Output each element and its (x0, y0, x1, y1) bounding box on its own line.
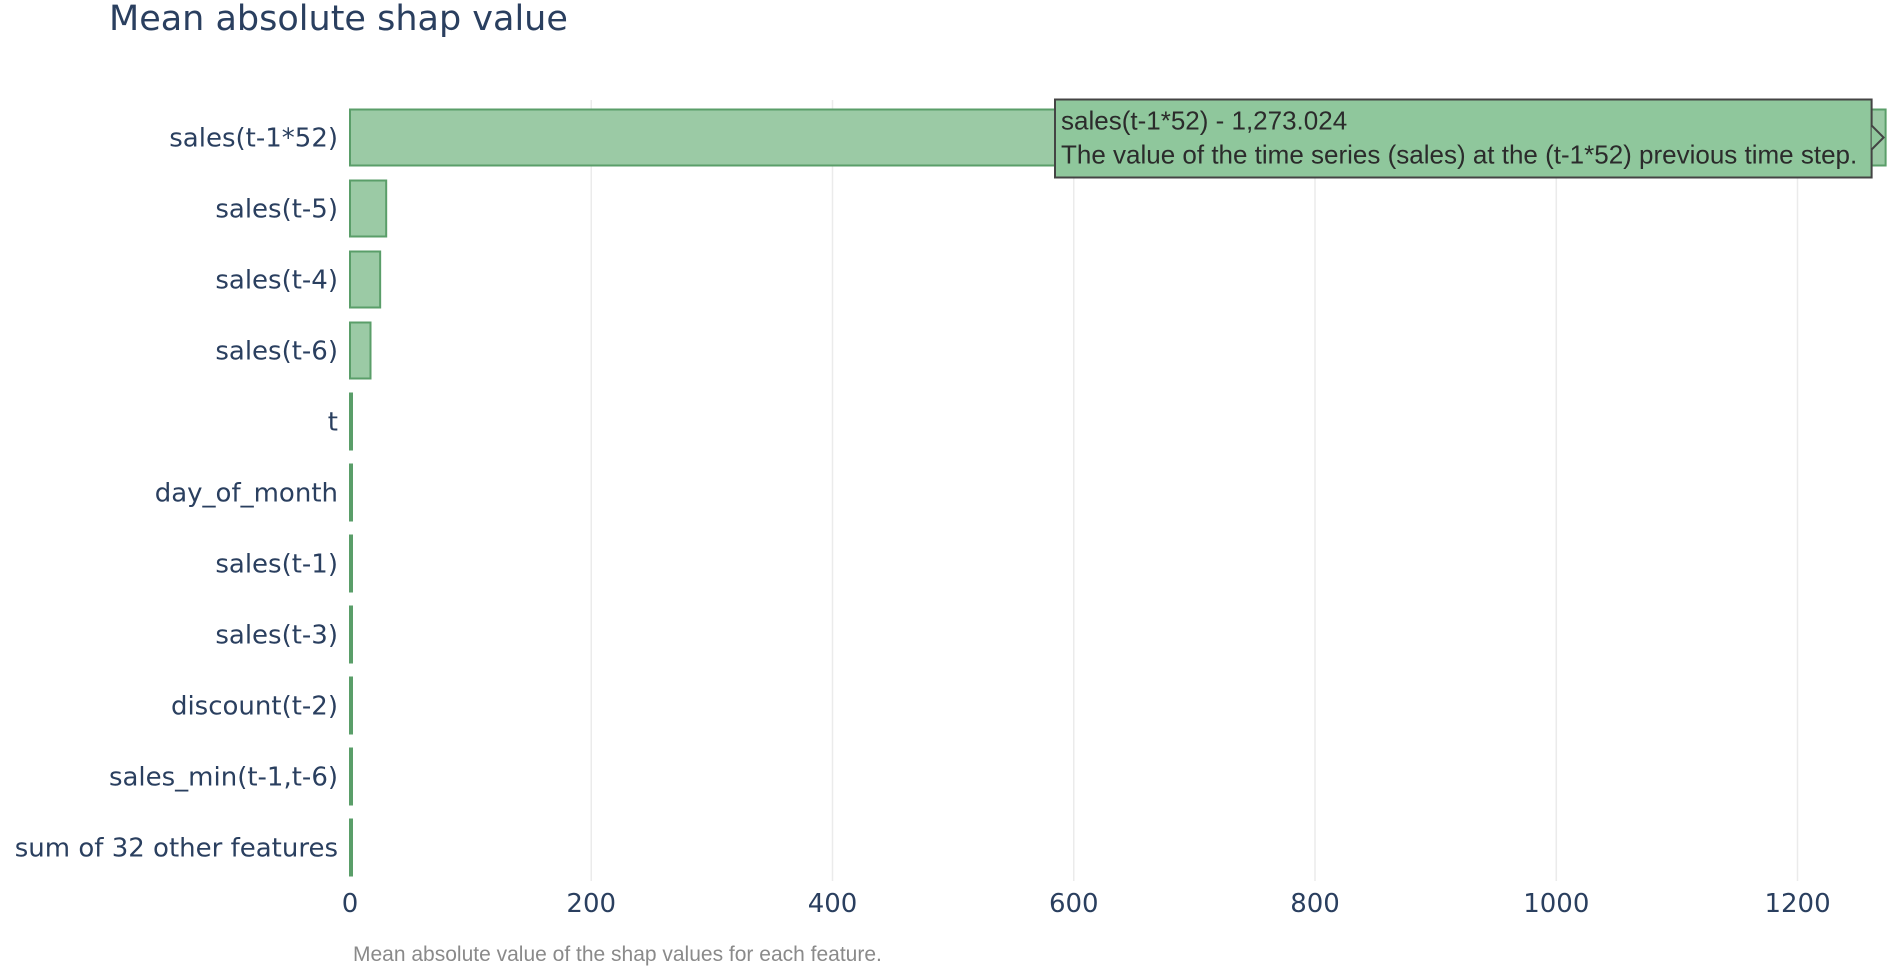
bar-6[interactable] (349, 534, 353, 593)
bar-5[interactable] (349, 463, 353, 522)
hover-tooltip-line1: sales(t-1*52) - 1,273.024 (1061, 106, 1347, 136)
hover-tooltip-line2: The value of the time series (sales) at … (1061, 140, 1857, 170)
category-label: sales_min(t-1,t-6) (109, 763, 338, 793)
gridlines (590, 100, 1799, 881)
bar-4[interactable] (349, 392, 353, 451)
bar-3[interactable] (349, 321, 372, 380)
hover-tooltip: sales(t-1*52) - 1,273.024 The value of t… (1054, 98, 1886, 179)
bar-1[interactable] (349, 179, 388, 238)
x-tick-label: 1000 (1523, 889, 1589, 919)
x-tick-label: 600 (1049, 889, 1099, 919)
category-label: sum of 32 other features (15, 834, 338, 864)
bar-10[interactable] (349, 818, 353, 877)
hover-tooltip-arrow (1870, 124, 1886, 151)
category-label: day_of_month (155, 479, 338, 509)
category-label: sales(t-4) (215, 266, 338, 296)
bar-2[interactable] (349, 250, 382, 309)
category-label: sales(t-5) (215, 195, 338, 225)
x-tick-label: 1200 (1764, 889, 1830, 919)
category-label: sales(t-1*52) (169, 124, 338, 154)
bar-7[interactable] (349, 605, 353, 664)
x-tick-label: 0 (342, 889, 359, 919)
x-tick-label: 400 (808, 889, 858, 919)
bar-9[interactable] (349, 747, 353, 806)
chart-caption: Mean absolute value of the shap values f… (353, 943, 882, 966)
x-tick-label: 200 (566, 889, 616, 919)
bars (349, 108, 1887, 877)
chart-title: Mean absolute shap value (109, 0, 568, 39)
category-label: discount(t-2) (171, 692, 338, 722)
x-tick-label: 800 (1290, 889, 1340, 919)
bar-8[interactable] (349, 676, 353, 735)
category-labels: sales(t-1*52) sales(t-5) sales(t-4) sales(t… (15, 124, 338, 864)
category-label: t (328, 408, 338, 438)
category-label: sales(t-3) (215, 621, 338, 651)
x-tick-labels: 0 200 400 600 800 1000 1200 (342, 889, 1831, 919)
category-label: sales(t-1) (215, 550, 338, 580)
category-label: sales(t-6) (215, 337, 338, 367)
